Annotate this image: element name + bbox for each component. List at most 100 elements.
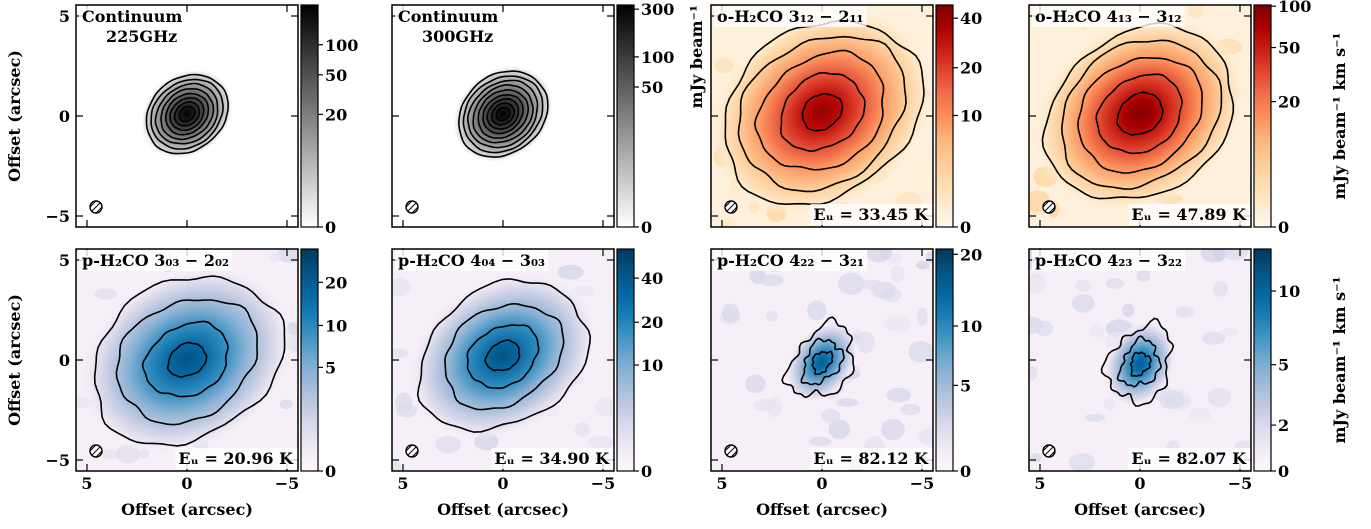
x-tick-label: 0 bbox=[1134, 474, 1145, 493]
x-tick-label: 0 bbox=[497, 474, 508, 493]
noise-blob bbox=[837, 272, 865, 295]
noise-blob bbox=[1103, 397, 1116, 412]
emission bbox=[1034, 16, 1246, 212]
beam-hatch bbox=[406, 201, 414, 209]
contour bbox=[462, 75, 544, 154]
map-image bbox=[392, 5, 614, 227]
title-line: o-H₂CO 3₁₂ − 2₁₁ bbox=[717, 7, 864, 26]
contour bbox=[1060, 39, 1223, 190]
title-group: Continuum 300GHz bbox=[395, 6, 502, 47]
contour bbox=[780, 71, 866, 153]
noise-blob bbox=[881, 418, 905, 441]
noise-blob bbox=[1029, 272, 1046, 295]
noise-blob bbox=[721, 217, 736, 227]
beam-hatch bbox=[729, 205, 737, 213]
title-group: Continuum 225GHz bbox=[79, 6, 186, 47]
noise-blob bbox=[269, 252, 282, 262]
beam-hatch bbox=[1047, 449, 1055, 457]
annotation-box bbox=[1128, 448, 1251, 469]
noise-blob bbox=[392, 278, 412, 297]
colorbar-tick-label: 50 bbox=[641, 78, 663, 97]
panel-title: Continuum 225GHz bbox=[82, 7, 182, 46]
colorbar-tick-label: 10 bbox=[641, 356, 663, 375]
noise-blob bbox=[100, 449, 120, 460]
noise-blob bbox=[435, 435, 462, 454]
beam-hatch bbox=[1043, 201, 1051, 209]
colorbar bbox=[300, 4, 319, 228]
colorbar bbox=[1253, 248, 1272, 472]
annotation: Eᵤ = 47.89 K bbox=[1131, 205, 1247, 224]
beam-hatch bbox=[726, 446, 736, 456]
annotation: Eᵤ = 82.12 K bbox=[813, 449, 929, 468]
colorbar-tick-label: 20 bbox=[325, 105, 347, 124]
panel: 5 0 −5 −5 0 5 p-H₂CO 3₀₃ − 2₀₂ Eᵤ = 20.96 K Offs… bbox=[5, 248, 347, 519]
noise-blob bbox=[836, 398, 859, 407]
colorbar-tick-label: 0 bbox=[960, 218, 971, 237]
title-line: p-H₂CO 3₀₃ − 2₀₂ bbox=[82, 251, 229, 270]
title-group: p-H₂CO 4₀₄ − 3₀₃ bbox=[395, 250, 549, 271]
panel: −5 0 5 Continuum 225GHz Offset (arcsec) 0 20 50 1… bbox=[5, 4, 358, 237]
noise-blob bbox=[1034, 320, 1054, 337]
map-image bbox=[392, 249, 614, 471]
contour bbox=[444, 302, 565, 411]
map-image bbox=[711, 249, 933, 471]
contour bbox=[495, 106, 511, 122]
contour bbox=[486, 98, 520, 130]
beam-hatch bbox=[406, 445, 414, 453]
noise-blob bbox=[1105, 278, 1125, 289]
colorbar-tick-label: 20 bbox=[325, 273, 347, 292]
contour bbox=[491, 102, 515, 126]
contour bbox=[1116, 91, 1164, 136]
colorbar bbox=[935, 4, 954, 228]
map-image bbox=[1029, 249, 1251, 471]
map-image bbox=[711, 5, 933, 227]
colorbar-tick-label: 0 bbox=[641, 462, 652, 481]
contour bbox=[145, 73, 230, 155]
panel: 5 0 −5 p-H₂CO 4₀₄ − 3₀₃ Eᵤ = 34.90 K Offset (… bbox=[391, 248, 663, 519]
noise-blob bbox=[721, 303, 740, 323]
title-line: Continuum bbox=[398, 7, 498, 26]
noise-blob bbox=[279, 399, 293, 410]
map-image bbox=[1029, 5, 1251, 227]
title-box bbox=[1032, 250, 1186, 271]
colorbar-tick-label: 100 bbox=[641, 48, 674, 67]
colorbar-tick-label: 10 bbox=[1278, 282, 1300, 301]
panel-title: p-H₂CO 4₂₃ − 3₂₂ bbox=[1035, 251, 1182, 270]
contour bbox=[166, 341, 208, 378]
contour bbox=[173, 101, 200, 127]
beam-hatch bbox=[726, 202, 736, 212]
noise-blob bbox=[1207, 387, 1231, 408]
y-tick-label: −5 bbox=[45, 207, 70, 226]
title-line: o-H₂CO 4₁₃ − 3₁₂ bbox=[1035, 7, 1182, 26]
annotation: Eᵤ = 33.45 K bbox=[813, 205, 929, 224]
x-tick-label: −5 bbox=[910, 474, 935, 493]
noise-blob bbox=[886, 387, 912, 403]
beam-hatch bbox=[90, 201, 98, 209]
emission bbox=[80, 265, 294, 455]
title-line: 225GHz bbox=[106, 27, 177, 46]
noise-blob bbox=[753, 399, 778, 412]
noise-blob bbox=[587, 436, 614, 449]
panel-title: p-H₂CO 4₂₂ − 3₂₁ bbox=[717, 251, 864, 270]
beam-hatch bbox=[729, 449, 737, 457]
contour bbox=[801, 92, 844, 132]
beam-hatch bbox=[91, 202, 101, 212]
contour bbox=[141, 320, 229, 398]
beam-hatch bbox=[1044, 446, 1054, 456]
title-box bbox=[714, 6, 867, 27]
title-group: p-H₂CO 4₂₂ − 3₂₁ bbox=[714, 250, 868, 271]
contour bbox=[169, 97, 205, 132]
title-box bbox=[714, 250, 868, 271]
x-axis-label: Offset (arcsec) bbox=[121, 500, 253, 519]
noise-blob bbox=[820, 409, 841, 423]
beam-hatch bbox=[410, 449, 418, 457]
noise-blob bbox=[900, 403, 921, 416]
contour bbox=[781, 316, 855, 399]
noise-blob bbox=[1221, 327, 1239, 337]
colorbar-tick-label: 40 bbox=[641, 269, 663, 288]
noise-blob bbox=[1030, 453, 1042, 463]
x-axis-label: Offset (arcsec) bbox=[437, 500, 569, 519]
contour bbox=[1129, 351, 1152, 378]
contour bbox=[93, 275, 286, 447]
noise-blob bbox=[1029, 365, 1038, 381]
